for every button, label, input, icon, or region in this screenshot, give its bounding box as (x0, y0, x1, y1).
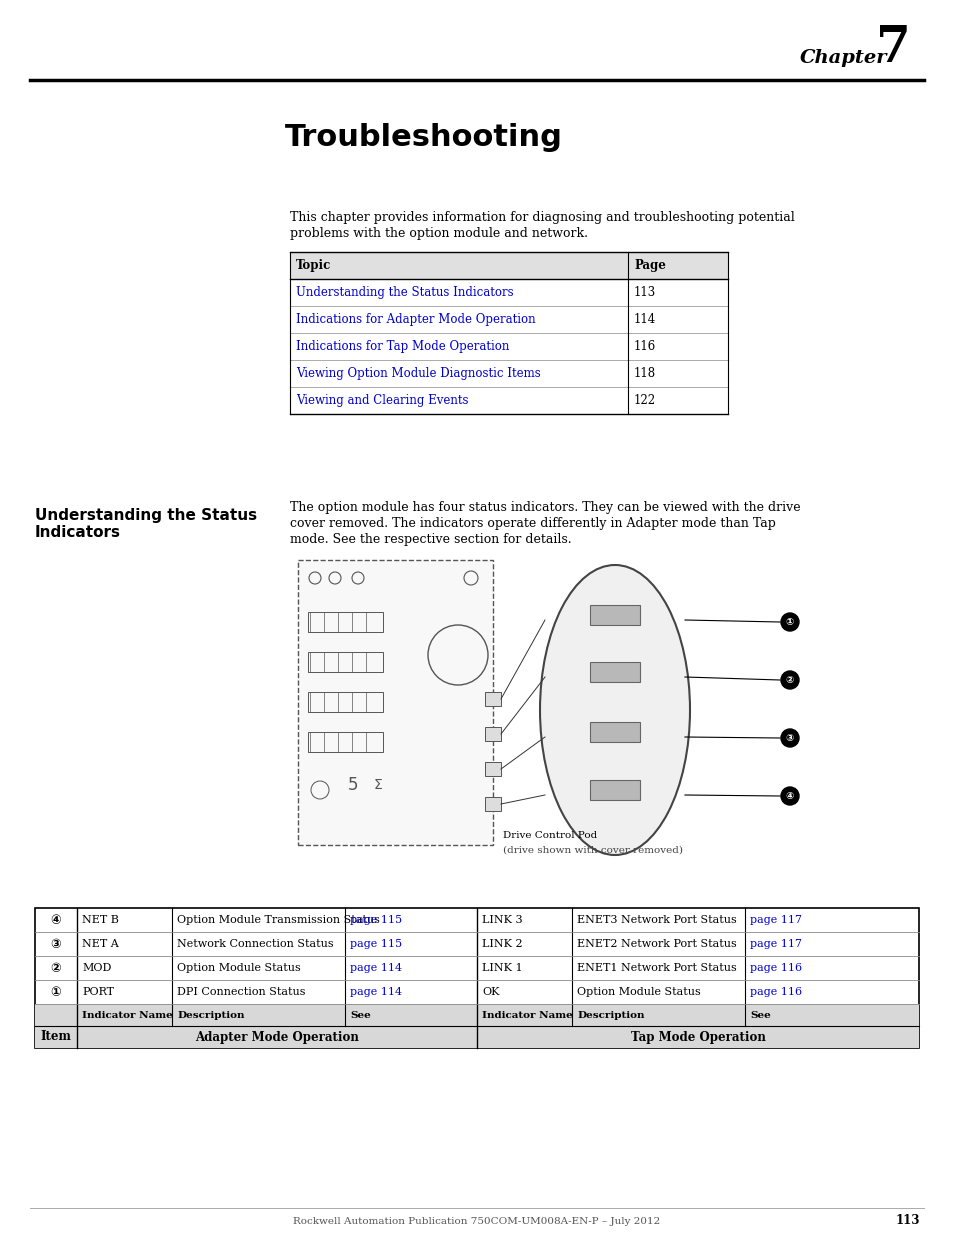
Bar (589, 781, 639, 800)
Text: ENET2 Network Port Status: ENET2 Network Port Status (577, 939, 736, 948)
Text: OK: OK (481, 987, 499, 997)
Text: Page: Page (634, 259, 665, 272)
Bar (484, 727, 500, 741)
Text: 118: 118 (634, 367, 656, 380)
Text: Indications for Tap Mode Operation: Indications for Tap Mode Operation (295, 340, 509, 353)
Text: PORT: PORT (82, 987, 113, 997)
Text: 7: 7 (875, 23, 910, 73)
Text: Description: Description (577, 1010, 644, 1020)
Text: page 116: page 116 (749, 987, 801, 997)
Text: Σ: Σ (374, 778, 382, 792)
Bar (484, 797, 500, 811)
Text: ②: ② (785, 676, 793, 685)
Text: LINK 2: LINK 2 (481, 939, 522, 948)
Text: problems with the option module and network.: problems with the option module and netw… (290, 227, 587, 241)
Bar (308, 732, 382, 752)
Text: Viewing and Clearing Events: Viewing and Clearing Events (295, 394, 468, 408)
Text: NET A: NET A (82, 939, 118, 948)
Text: See: See (350, 1010, 371, 1020)
Bar (589, 605, 639, 625)
Text: Viewing Option Module Diagnostic Items: Viewing Option Module Diagnostic Items (295, 367, 540, 380)
Circle shape (781, 729, 799, 747)
Text: LINK 1: LINK 1 (481, 963, 522, 973)
Text: 122: 122 (634, 394, 656, 408)
Bar (308, 692, 382, 713)
Text: ENET1 Network Port Status: ENET1 Network Port Status (577, 963, 736, 973)
Text: page 114: page 114 (350, 963, 402, 973)
Text: 113: 113 (634, 287, 656, 299)
Text: See: See (749, 1010, 770, 1020)
Text: Adapter Mode Operation: Adapter Mode Operation (194, 1030, 358, 1044)
Bar (35, 1004, 918, 1026)
Text: Indicator Name: Indicator Name (481, 1010, 572, 1020)
Text: Understanding the Status Indicators: Understanding the Status Indicators (295, 287, 513, 299)
Text: page 117: page 117 (749, 939, 801, 948)
Text: Description: Description (177, 1010, 244, 1020)
Bar (484, 692, 500, 706)
Bar (589, 722, 639, 742)
Text: LINK 3: LINK 3 (481, 915, 522, 925)
Text: Tap Mode Operation: Tap Mode Operation (630, 1030, 764, 1044)
Text: ①: ① (785, 618, 793, 627)
Text: DPI Connection Status: DPI Connection Status (177, 987, 305, 997)
Text: Chapter: Chapter (800, 49, 886, 67)
Text: (drive shown with cover removed): (drive shown with cover removed) (502, 846, 682, 855)
Text: Drive Control Pod: Drive Control Pod (502, 830, 597, 840)
Bar (35, 1026, 918, 1049)
Text: cover removed. The indicators operate differently in Adapter mode than Tap: cover removed. The indicators operate di… (290, 517, 775, 531)
Ellipse shape (539, 564, 689, 855)
Text: Option Module Status: Option Module Status (177, 963, 300, 973)
Text: Topic: Topic (295, 259, 331, 272)
Text: NET B: NET B (82, 915, 119, 925)
Text: ①: ① (51, 986, 61, 999)
Bar (35, 908, 918, 1049)
Bar (484, 762, 500, 776)
Text: MOD: MOD (82, 963, 112, 973)
Circle shape (781, 671, 799, 689)
Text: 116: 116 (634, 340, 656, 353)
Text: This chapter provides information for diagnosing and troubleshooting potential: This chapter provides information for di… (290, 211, 794, 225)
Bar (290, 252, 727, 279)
Text: mode. See the respective section for details.: mode. See the respective section for det… (290, 534, 571, 547)
Text: ENET3 Network Port Status: ENET3 Network Port Status (577, 915, 736, 925)
Text: The option module has four status indicators. They can be viewed with the drive: The option module has four status indica… (290, 501, 800, 515)
Text: ④: ④ (785, 790, 793, 802)
Text: page 114: page 114 (350, 987, 402, 997)
Circle shape (781, 787, 799, 805)
Text: 114: 114 (634, 312, 656, 326)
Text: page 115: page 115 (350, 939, 402, 948)
Text: ②: ② (51, 962, 61, 974)
Bar (297, 559, 493, 845)
Text: Option Module Transmission Status: Option Module Transmission Status (177, 915, 379, 925)
Text: ③: ③ (785, 734, 793, 743)
Text: Option Module Status: Option Module Status (577, 987, 700, 997)
Text: Item: Item (41, 1030, 71, 1044)
Bar (589, 662, 639, 682)
Text: page 116: page 116 (749, 963, 801, 973)
Circle shape (781, 613, 799, 631)
Text: 113: 113 (895, 1214, 919, 1228)
Bar (308, 652, 382, 672)
Text: Understanding the Status
Indicators: Understanding the Status Indicators (35, 508, 257, 541)
Text: Indicator Name: Indicator Name (82, 1010, 172, 1020)
Text: 5: 5 (348, 776, 358, 794)
Text: page 115: page 115 (350, 915, 402, 925)
Text: page 117: page 117 (749, 915, 801, 925)
Text: ③: ③ (51, 937, 61, 951)
Text: Troubleshooting: Troubleshooting (285, 124, 562, 152)
Text: Indications for Adapter Mode Operation: Indications for Adapter Mode Operation (295, 312, 535, 326)
Bar (308, 613, 382, 632)
Text: Network Connection Status: Network Connection Status (177, 939, 334, 948)
Text: ④: ④ (51, 914, 61, 926)
Text: Rockwell Automation Publication 750COM-UM008A-EN-P – July 2012: Rockwell Automation Publication 750COM-U… (294, 1216, 659, 1225)
